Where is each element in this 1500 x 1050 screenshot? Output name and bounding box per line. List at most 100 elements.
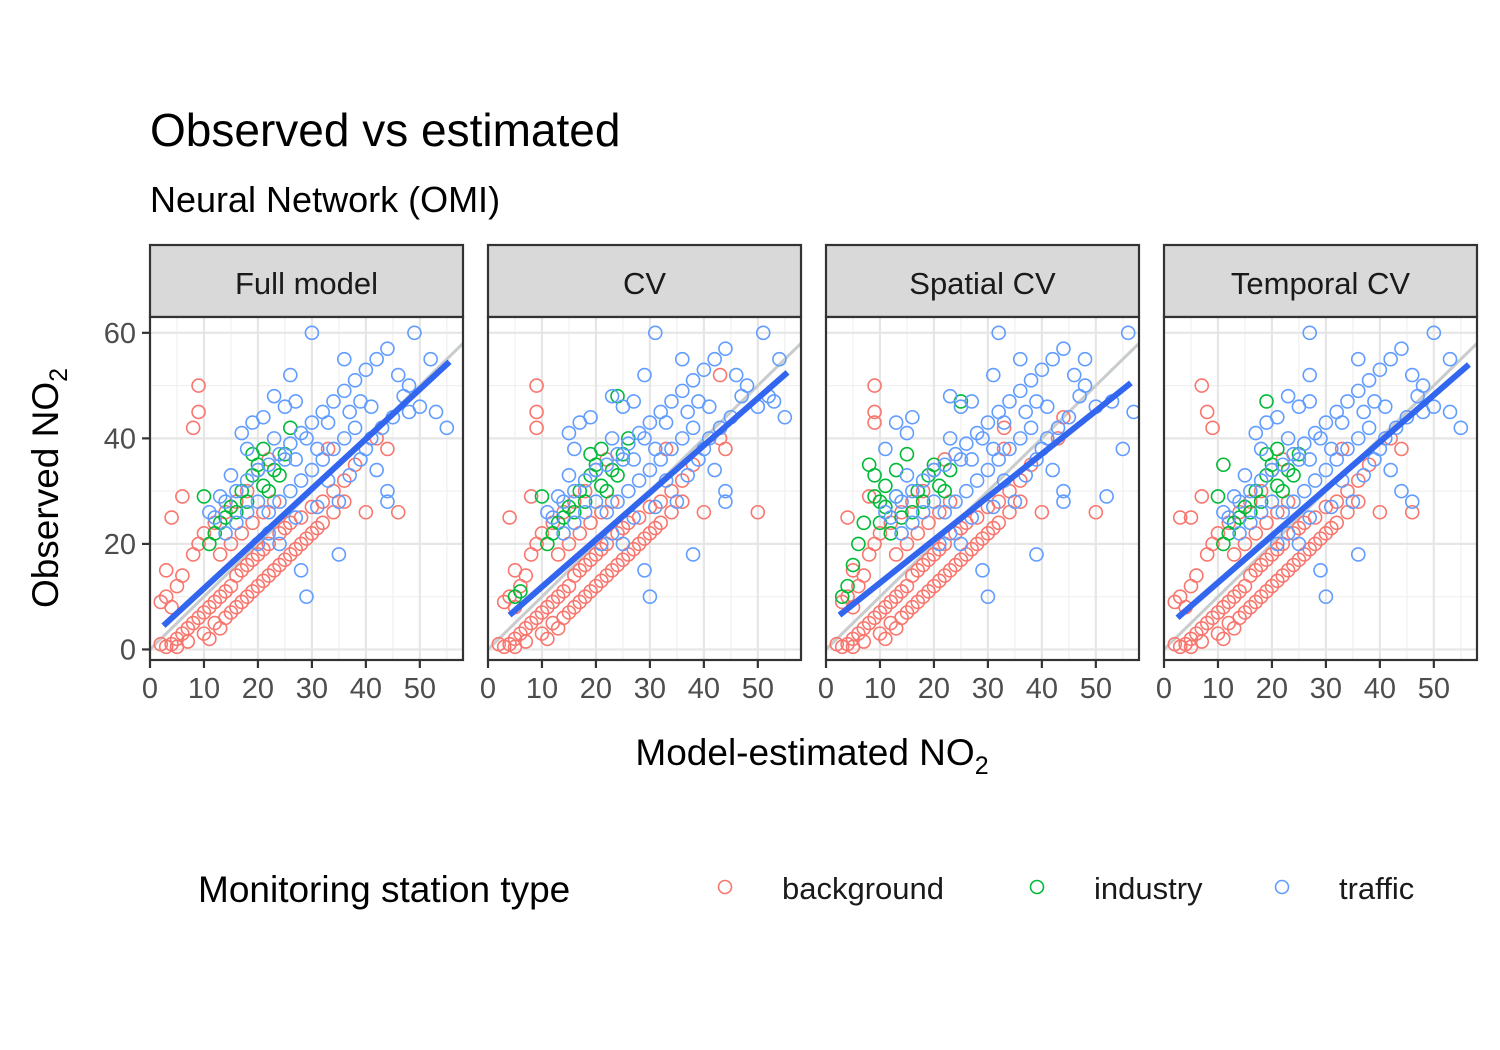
data-point-traffic — [626, 394, 642, 409]
data-point-traffic — [1367, 452, 1382, 467]
data-point-background — [910, 562, 926, 578]
data-point-background — [856, 634, 872, 649]
data-point-industry — [239, 494, 255, 509]
panel-border — [1162, 315, 1479, 662]
data-point-traffic — [1286, 494, 1301, 509]
data-point-traffic — [1056, 483, 1071, 499]
data-point-background — [523, 615, 539, 631]
data-point-traffic — [1302, 452, 1318, 467]
data-point-traffic — [256, 409, 271, 425]
data-point-traffic — [718, 483, 733, 499]
data-point-background — [1205, 420, 1220, 436]
facet-strip — [486, 243, 803, 319]
data-point-background — [540, 631, 555, 647]
data-point-traffic — [991, 325, 1006, 341]
data-point-traffic — [1313, 562, 1328, 578]
data-point-background — [910, 594, 926, 610]
data-point-background — [861, 615, 877, 631]
legend-entry: traffic — [1274, 871, 1414, 906]
data-point-traffic — [1350, 431, 1366, 446]
data-point-background — [1270, 541, 1285, 557]
data-point-industry — [834, 589, 850, 604]
data-point-background — [283, 547, 298, 562]
data-point-traffic — [561, 468, 577, 483]
data-point-background — [239, 589, 255, 604]
data-point-traffic — [948, 446, 963, 462]
data-point-background — [1318, 526, 1334, 541]
data-point-traffic — [304, 415, 320, 430]
data-point-traffic — [1302, 325, 1318, 341]
facet-panel: Full model 0 10 20 30 40 50 0 20 40 60 — [104, 243, 465, 705]
data-point-traffic — [980, 589, 996, 604]
data-point-industry — [932, 478, 947, 494]
data-point-background — [1183, 510, 1199, 525]
data-point-traffic — [964, 394, 980, 409]
x-tick-label: 10 — [188, 673, 220, 705]
data-point-background — [507, 562, 523, 578]
data-point-background — [1199, 404, 1215, 420]
data-point-traffic — [218, 526, 233, 541]
data-point-traffic — [1018, 404, 1033, 420]
data-point-traffic — [304, 462, 320, 478]
panel-border — [486, 315, 803, 662]
data-point-background — [567, 568, 582, 583]
data-point-traffic — [1356, 404, 1371, 420]
x-tick-label: 20 — [242, 673, 274, 705]
data-point-traffic — [621, 483, 636, 499]
data-point-traffic — [969, 473, 985, 488]
data-point-traffic — [707, 462, 722, 478]
data-point-background — [513, 626, 528, 641]
data-point-traffic — [358, 362, 374, 378]
data-point-traffic — [336, 383, 352, 399]
data-point-traffic — [1275, 457, 1291, 473]
data-point-traffic — [894, 526, 909, 541]
x-tick-label: 0 — [480, 673, 496, 705]
data-point-traffic — [347, 373, 363, 388]
data-point-background — [1216, 631, 1231, 647]
x-tick-label: 40 — [1364, 673, 1396, 705]
series-industry — [1210, 394, 1307, 552]
data-point-traffic — [948, 494, 963, 509]
data-point-background — [1243, 568, 1258, 583]
series-industry — [196, 420, 298, 552]
data-point-traffic — [272, 536, 287, 552]
data-point-industry — [878, 478, 893, 494]
data-point-industry — [937, 483, 953, 499]
data-point-traffic — [1072, 388, 1087, 404]
data-point-traffic — [234, 425, 250, 441]
facet-strip — [1162, 243, 1479, 319]
data-point-traffic — [1372, 362, 1388, 378]
data-point-background — [239, 483, 255, 499]
x-tick-label: 30 — [634, 673, 666, 705]
data-point-traffic — [577, 504, 593, 520]
x-tick-label: 50 — [1080, 673, 1112, 705]
legend-key-background — [717, 879, 733, 895]
data-point-background — [953, 552, 969, 568]
data-point-background — [1313, 531, 1328, 546]
plot-background — [1164, 317, 1477, 660]
data-point-background — [1259, 552, 1274, 568]
data-point-background — [218, 584, 233, 599]
x-axis-title-main: Model-estimated NO — [635, 732, 974, 773]
data-point-background — [1248, 562, 1264, 578]
data-point-traffic — [1099, 489, 1114, 504]
data-point-traffic — [631, 425, 647, 441]
data-point-traffic — [1115, 441, 1131, 457]
data-point-traffic — [1221, 510, 1237, 525]
x-tick-label: 10 — [526, 673, 558, 705]
data-point-traffic — [288, 394, 304, 409]
data-point-traffic — [1002, 441, 1017, 457]
data-point-background — [299, 531, 314, 546]
data-point-traffic — [718, 341, 733, 356]
data-point-industry — [1221, 526, 1237, 541]
data-point-traffic — [1297, 436, 1312, 451]
data-point-background — [169, 631, 185, 647]
data-point-traffic — [642, 415, 658, 430]
data-point-traffic — [293, 473, 309, 488]
data-point-traffic — [915, 473, 931, 488]
data-point-background — [674, 494, 690, 509]
data-point-traffic — [980, 462, 996, 478]
data-point-background — [1226, 621, 1242, 636]
data-point-background — [261, 568, 277, 583]
